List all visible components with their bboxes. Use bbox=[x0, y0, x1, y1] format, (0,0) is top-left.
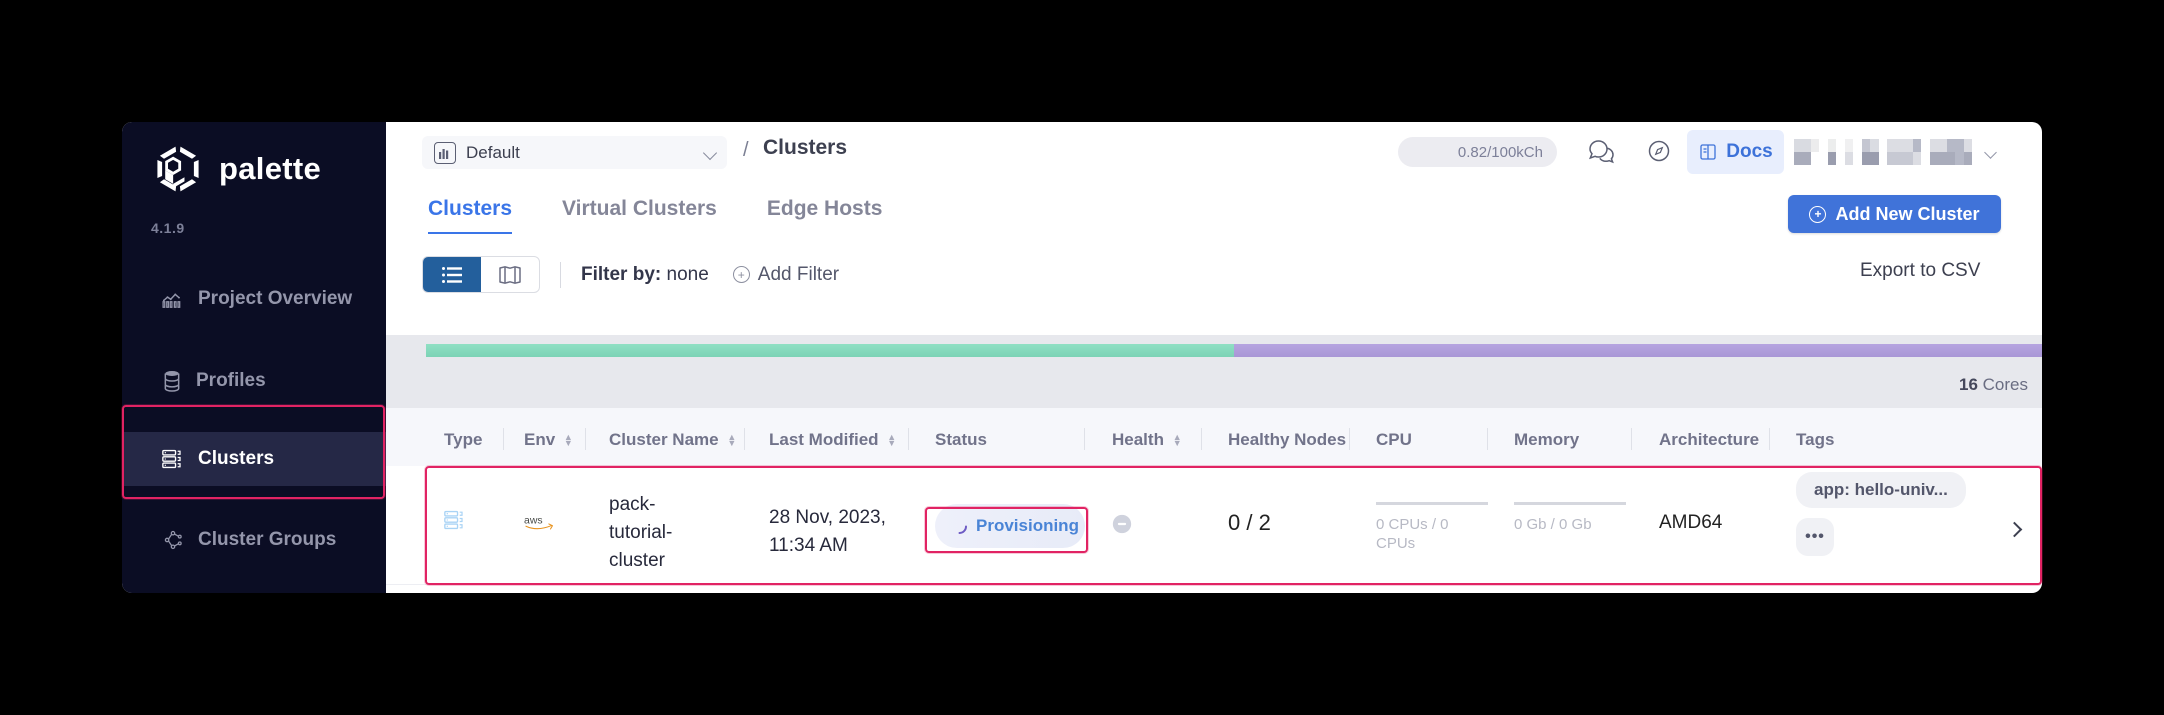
svg-text:aws: aws bbox=[524, 516, 543, 527]
